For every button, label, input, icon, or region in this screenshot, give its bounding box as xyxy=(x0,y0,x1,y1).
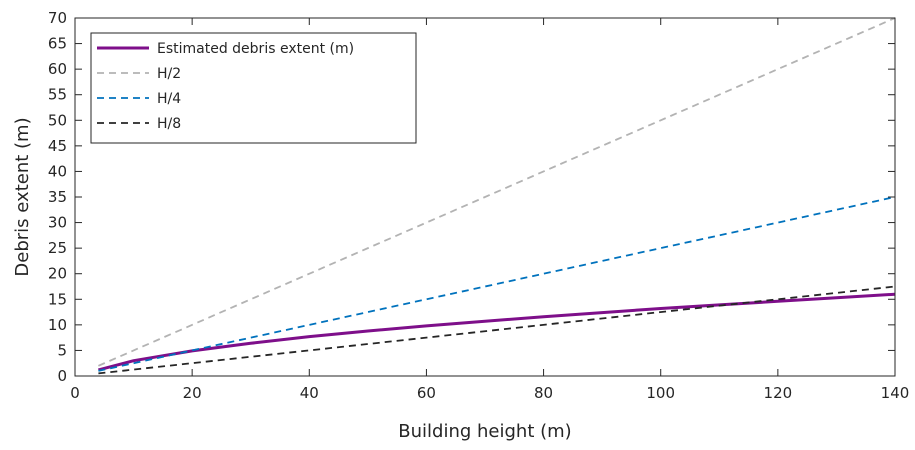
y-tick-label-1: 5 xyxy=(57,341,67,359)
x-axis-label: Building height (m) xyxy=(398,421,571,442)
y-tick-label-3: 15 xyxy=(48,290,67,308)
x-tick-label-6: 120 xyxy=(764,384,793,402)
x-tick-label-5: 100 xyxy=(646,384,675,402)
x-tick-label-0: 0 xyxy=(70,384,80,402)
y-tick-label-8: 40 xyxy=(48,162,67,180)
series-line-1 xyxy=(98,17,896,367)
y-tick-label-7: 35 xyxy=(48,188,67,206)
x-tick-label-2: 40 xyxy=(300,384,319,402)
y-tick-label-11: 55 xyxy=(48,86,67,104)
x-tick-label-7: 140 xyxy=(881,384,910,402)
x-tick-label-1: 20 xyxy=(183,384,202,402)
y-tick-label-0: 0 xyxy=(57,367,67,385)
legend-label-0: Estimated debris extent (m) xyxy=(157,41,354,57)
legend-label-3: H/8 xyxy=(157,116,181,132)
series-line-3 xyxy=(98,285,896,375)
y-tick-label-2: 10 xyxy=(48,316,67,334)
y-tick-label-10: 50 xyxy=(48,111,67,129)
y-tick-label-12: 60 xyxy=(48,60,67,78)
y-axis-label: Debris extent (m) xyxy=(12,117,33,276)
x-tick-label-3: 60 xyxy=(417,384,436,402)
x-tick-label-4: 80 xyxy=(534,384,553,402)
y-tick-label-13: 65 xyxy=(48,35,67,53)
legend-label-2: H/4 xyxy=(157,91,181,107)
y-tick-label-5: 25 xyxy=(48,239,67,257)
series-line-2 xyxy=(98,196,896,372)
y-tick-label-9: 45 xyxy=(48,137,67,155)
y-tick-label-14: 70 xyxy=(48,9,67,27)
legend-box xyxy=(90,32,417,144)
legend-label-1: H/2 xyxy=(157,66,181,82)
y-tick-label-6: 30 xyxy=(48,214,67,232)
series-line-0 xyxy=(98,292,896,372)
y-tick-label-4: 20 xyxy=(48,265,67,283)
